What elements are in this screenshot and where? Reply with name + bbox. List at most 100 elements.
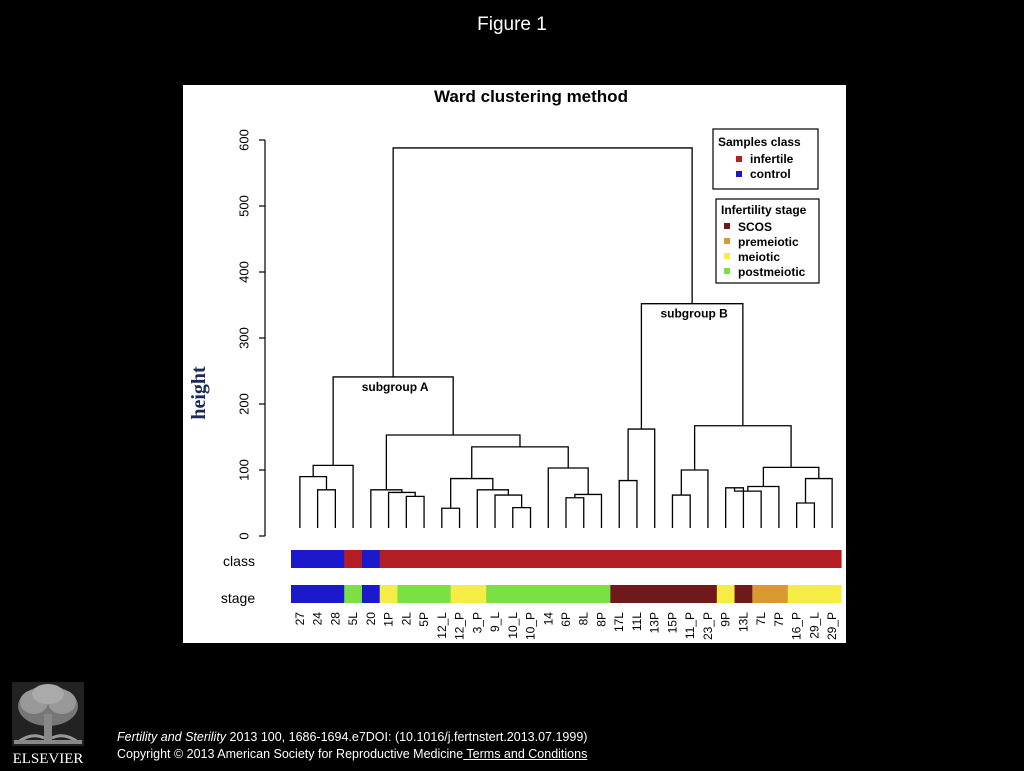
leaf-label: 9_L [488, 612, 502, 632]
class-cell-infertile [610, 550, 629, 568]
leaf-label: 13P [648, 612, 662, 633]
y-tick-label: 400 [236, 261, 251, 283]
terms-and-conditions-link[interactable]: Terms and Conditions [463, 747, 588, 761]
figure-title: Figure 1 [477, 14, 547, 35]
copyright-line: Copyright © 2013 American Society for Re… [117, 746, 587, 763]
dendrogram-branch [565, 497, 585, 528]
class-cell-infertile [681, 550, 700, 568]
leaf-label: 11L [630, 612, 644, 631]
stage-cell-scos [610, 585, 629, 603]
dendrogram-branch [640, 303, 744, 430]
class-cell-control [326, 550, 345, 568]
stage-cell-postmeiotic [415, 585, 434, 603]
leaf-label: 28 [328, 612, 342, 626]
legend-class-swatch-infertile [736, 156, 742, 162]
class-cell-control [291, 550, 310, 568]
stage-cell-scos [645, 585, 665, 603]
leaf-label: 23_P [701, 612, 715, 640]
class-cell-infertile [645, 550, 665, 568]
leaf-label: 15P [665, 612, 679, 633]
leaf-label: 7P [772, 612, 786, 627]
y-axis: 0 100 200 300 400 500 600 [236, 129, 266, 540]
legend-class-swatch-control [736, 171, 742, 177]
legend-stage-swatch-premeiotic [724, 238, 730, 244]
leaf-label: 16_P [790, 612, 804, 640]
journal-name: Fertility and Sterility [117, 730, 227, 744]
stage-cell-premeiotic [752, 585, 771, 603]
leaf-label: 8L [577, 612, 591, 626]
class-cell-infertile [397, 550, 416, 568]
stage-cell-meiotic [823, 585, 842, 603]
dendrogram-branch [627, 428, 656, 528]
class-cell-infertile [699, 550, 718, 568]
stage-cell-meiotic [379, 585, 399, 603]
leaf-label: 2L [399, 612, 413, 626]
dendrogram-branch [795, 502, 816, 528]
leaf-label: 27 [293, 612, 307, 626]
class-cell-infertile [752, 550, 771, 568]
leaf-label: 13L [736, 612, 750, 632]
stage-cell-postmeiotic [432, 585, 452, 603]
dendrogram-branch [450, 477, 494, 509]
stage-cell-meiotic [468, 585, 487, 603]
legend-stage-item-scos: SCOS [738, 220, 772, 234]
citation-details: 2013 100, 1686-1694.e7DOI: (10.1016/j.fe… [226, 730, 588, 744]
stage-cell-meiotic [450, 585, 470, 603]
stage-cell-control [291, 585, 310, 603]
legend-class-item-infertile: infertile [750, 152, 794, 166]
class-cell-infertile [503, 550, 523, 568]
stage-cell-scos [699, 585, 718, 603]
stage-cell-control [308, 585, 328, 603]
stage-cell-postmeiotic [592, 585, 611, 603]
class-cell-infertile [557, 550, 576, 568]
class-cell-infertile [344, 550, 363, 568]
class-cell-infertile [432, 550, 452, 568]
legend-infertility-stage: Infertility stage SCOS premeiotic meioti… [715, 198, 820, 284]
class-cell-infertile [663, 550, 682, 568]
y-tick-label: 200 [236, 393, 251, 415]
dendrogram-branch [574, 493, 603, 528]
subgroup-label-subgroup-b: subgroup B [660, 307, 728, 321]
stage-cell-premeiotic [770, 585, 789, 603]
dendrogram-branch [512, 506, 532, 528]
legend-stage-swatch-postmeiotic [724, 268, 730, 274]
y-tick-label: 0 [236, 532, 251, 539]
class-cell-infertile [823, 550, 842, 568]
class-cell-infertile [770, 550, 789, 568]
dendrogram-branch [387, 491, 416, 528]
y-axis-label: height [188, 366, 210, 420]
legend-stage-swatch-scos [724, 223, 730, 229]
class-cell-infertile [379, 550, 399, 568]
copyright-text: Copyright © 2013 American Society for Re… [117, 747, 464, 761]
legend-stage-item-postmeiotic: postmeiotic [738, 265, 806, 279]
leaf-label: 5P [417, 612, 431, 627]
leaf-label: 11_P [683, 612, 697, 639]
legend-stage-swatch-meiotic [724, 253, 730, 259]
class-color-bar [291, 550, 842, 568]
class-cell-infertile [450, 550, 470, 568]
dendrogram-branch [392, 147, 693, 377]
class-cell-infertile [539, 550, 558, 568]
dendrogram-branch [747, 485, 780, 528]
subgroup-label-subgroup-a: subgroup A [362, 380, 429, 394]
class-cell-infertile [468, 550, 487, 568]
dendrogram-tree [299, 147, 833, 528]
stage-cell-postmeiotic [521, 585, 540, 603]
legend-class-title: Samples class [718, 135, 801, 149]
dendrogram-branch [471, 446, 569, 479]
dendrogram-branch [680, 469, 709, 528]
class-cell-control [361, 550, 381, 568]
class-cell-infertile [805, 550, 824, 568]
y-tick-label: 500 [236, 195, 251, 217]
subgroup-labels: subgroup A subgroup B [362, 307, 728, 394]
leaf-label: 6P [559, 612, 573, 627]
stage-cell-postmeiotic [539, 585, 558, 603]
stage-cell-postmeiotic [557, 585, 576, 603]
leaf-label: 5L [346, 612, 360, 626]
dendrogram-chart: Ward clustering method height 0 100 200 300… [183, 85, 846, 643]
class-cell-infertile [787, 550, 807, 568]
stage-cell-control [326, 585, 345, 603]
stage-cell-meiotic [716, 585, 736, 603]
legend-samples-class: Samples class infertile control [712, 128, 819, 190]
leaf-label: 10_L [506, 612, 520, 639]
